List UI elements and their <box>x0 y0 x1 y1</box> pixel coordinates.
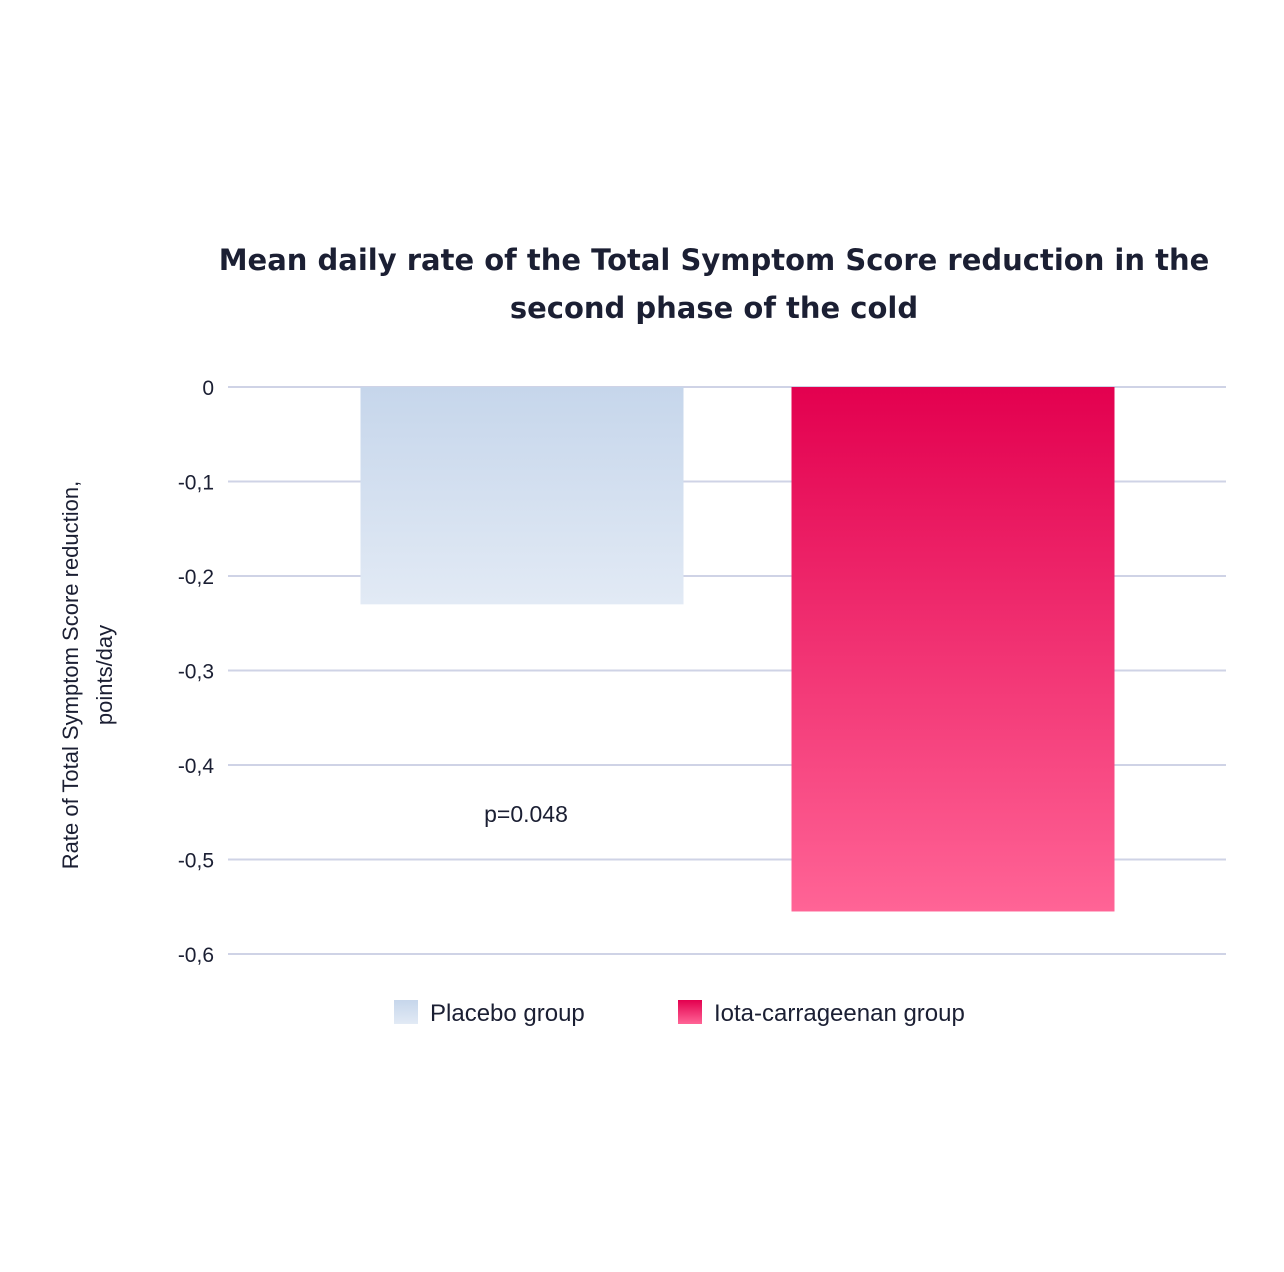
bar-iota-carrageenan <box>791 387 1115 912</box>
legend-swatch-placebo <box>394 1000 418 1024</box>
chart-title-line-1: Mean daily rate of the Total Symptom Sco… <box>219 243 1210 277</box>
y-tick-label: 0 <box>202 377 214 400</box>
y-axis-label-line-1: Rate of Total Symptom Score reduction, <box>58 481 83 869</box>
bars <box>360 387 1115 912</box>
chart-title-line-2: second phase of the cold <box>510 291 918 325</box>
y-tick-label: -0,6 <box>178 944 214 967</box>
y-tick-label: -0,3 <box>178 661 214 684</box>
legend-label-placebo: Placebo group <box>430 1000 585 1027</box>
bar-placebo <box>360 387 684 605</box>
legend: Placebo group Iota-carrageenan group <box>394 1000 965 1027</box>
legend-label-iota-carrageenan: Iota-carrageenan group <box>714 1000 965 1027</box>
y-tick-label: -0,5 <box>178 850 214 873</box>
p-value-annotation: p=0.048 <box>484 801 568 827</box>
chart-title: Mean daily rate of the Total Symptom Sco… <box>219 243 1210 325</box>
y-axis-label-line-2: points/day <box>92 625 117 725</box>
legend-swatch-iota-carrageenan <box>678 1000 702 1024</box>
y-tick-label: -0,4 <box>178 755 215 778</box>
y-tick-label: -0,2 <box>178 566 214 589</box>
y-axis-tick-labels: 0 -0,1 -0,2 -0,3 -0,4 -0,5 -0,6 <box>178 377 215 967</box>
y-tick-label: -0,1 <box>178 472 214 495</box>
